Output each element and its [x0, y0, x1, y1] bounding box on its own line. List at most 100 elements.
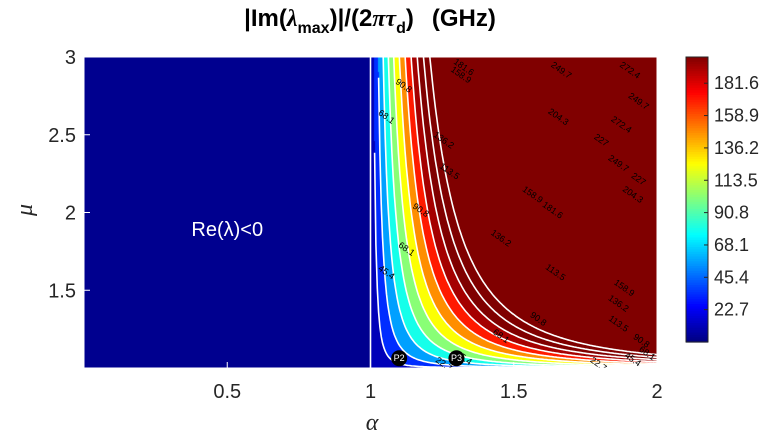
title-part-1: |Im( [244, 5, 287, 32]
colorbar-segment-83 [686, 254, 708, 258]
colorbar-segment-95 [686, 282, 708, 286]
colorbar-segment-69 [686, 220, 708, 224]
chart-title: |Im(λmax)|/(2πτd) (GHz) [244, 5, 496, 37]
colorbar-segment-9 [686, 78, 708, 82]
colorbar-segment-20 [686, 104, 708, 108]
colorbar-segment-75 [686, 235, 708, 239]
colorbar-segment-111 [686, 320, 708, 324]
colorbar-segment-38 [686, 147, 708, 151]
colorbar-segment-79 [686, 244, 708, 248]
colorbar-segment-72 [686, 228, 708, 231]
colorbar-segment-47 [686, 168, 708, 172]
marker-dot-p2 [391, 350, 408, 367]
colorbar-segment-7 [686, 73, 708, 77]
colorbar-tick-label-0: 22.7 [714, 300, 749, 320]
colorbar-segment-13 [686, 87, 708, 91]
colorbar-segment-70 [686, 223, 708, 227]
colorbar-segment-1 [686, 59, 708, 63]
colorbar-segment-100 [686, 294, 708, 298]
contour-line-2 [382, 57, 657, 368]
title-lambda: λ [286, 6, 298, 32]
colorbar-tick-label-7: 181.6 [714, 73, 759, 93]
colorbar-segment-102 [686, 299, 708, 303]
colorbar-tick-label-2: 68.1 [714, 235, 749, 255]
colorbar-segment-2 [686, 61, 708, 65]
colorbar-segment-43 [686, 159, 708, 163]
colorbar-segment-29 [686, 125, 708, 129]
colorbar-segment-99 [686, 292, 708, 296]
y-tick-label-1: 2 [65, 203, 76, 225]
colorbar-segment-63 [686, 206, 708, 210]
colorbar-segment-92 [686, 275, 708, 279]
colorbar-segment-88 [686, 266, 708, 269]
colorbar-segment-16 [686, 95, 708, 98]
colorbar-segment-81 [686, 249, 708, 253]
colorbar-segment-119 [686, 339, 708, 343]
contour-line-3 [387, 57, 657, 368]
colorbar-segment-17 [686, 97, 708, 101]
y-axis-ticks: 1.5 2 2.5 3 [48, 47, 90, 302]
colorbar-segment-34 [686, 137, 708, 141]
colorbar-segment-85 [686, 258, 708, 262]
colorbar-segment-46 [686, 166, 708, 170]
x-tick-label-0: 0.5 [213, 381, 241, 403]
colorbar-segment-74 [686, 232, 708, 236]
colorbar-segment-93 [686, 277, 708, 281]
colorbar-segment-82 [686, 251, 708, 255]
colorbar-segment-53 [686, 182, 708, 186]
colorbar-segment-107 [686, 311, 708, 315]
colorbar-tick-label-4: 113.5 [714, 170, 758, 190]
colorbar-ticks: 22.7 45.4 68.1 90.8 113.5 136.2 158.9 181.6 [704, 73, 759, 320]
x-axis-label: α [366, 410, 379, 436]
marker-label-p3: P3 [451, 353, 462, 363]
colorbar-segment-39 [686, 149, 708, 153]
colorbar-segment-22 [686, 109, 708, 113]
x-tick-label-2: 1.5 [500, 381, 528, 403]
colorbar-segment-76 [686, 237, 708, 241]
colorbar-segment-40 [686, 152, 708, 155]
marker-label-p2: P2 [394, 353, 405, 363]
colorbar-segment-35 [686, 140, 708, 144]
colorbar-segment-19 [686, 102, 708, 106]
colorbar-segment-33 [686, 135, 708, 139]
colorbar-segment-64 [686, 209, 708, 212]
x-tick-label-3: 2 [651, 381, 662, 403]
colorbar-segment-103 [686, 301, 708, 305]
contour-line-10 [429, 57, 657, 356]
colorbar-segment-30 [686, 128, 708, 132]
colorbar-segment-101 [686, 296, 708, 300]
colorbar-segment-6 [686, 71, 708, 75]
colorbar-segment-89 [686, 268, 708, 272]
colorbar-segment-28 [686, 123, 708, 127]
colorbar-segment-37 [686, 144, 708, 148]
colorbar-segment-87 [686, 263, 708, 267]
colorbar-segment-58 [686, 194, 708, 198]
title-sub-max: max [298, 20, 330, 37]
stable-region-label: Re(λ)<0 [191, 219, 263, 241]
colorbar-segment-31 [686, 130, 708, 134]
colorbar-segment-98 [686, 289, 708, 293]
colorbar-segment-45 [686, 163, 708, 167]
y-tick-label-3: 3 [65, 47, 76, 69]
colorbar-segment-8 [686, 76, 708, 79]
colorbar-tick-label-1: 45.4 [714, 267, 749, 287]
colorbar-segment-36 [686, 142, 708, 146]
colorbar-segment-105 [686, 306, 708, 310]
colorbar [685, 56, 709, 343]
colorbar-segment-68 [686, 218, 708, 222]
colorbar-segment-52 [686, 180, 708, 184]
colorbar-segment-21 [686, 106, 708, 110]
colorbar-segment-113 [686, 325, 708, 329]
colorbar-segment-32 [686, 133, 708, 136]
colorbar-segment-106 [686, 308, 708, 312]
colorbar-segment-71 [686, 225, 708, 229]
colorbar-segment-51 [686, 178, 708, 182]
x-axis-ticks: 0.5 1 1.5 2 [213, 362, 663, 403]
title-sub-d: d [396, 20, 406, 37]
colorbar-segment-115 [686, 330, 708, 334]
colorbar-segment-24 [686, 114, 708, 117]
colorbar-segment-118 [686, 337, 708, 341]
colorbar-segment-104 [686, 304, 708, 307]
colorbar-segment-5 [686, 68, 708, 72]
